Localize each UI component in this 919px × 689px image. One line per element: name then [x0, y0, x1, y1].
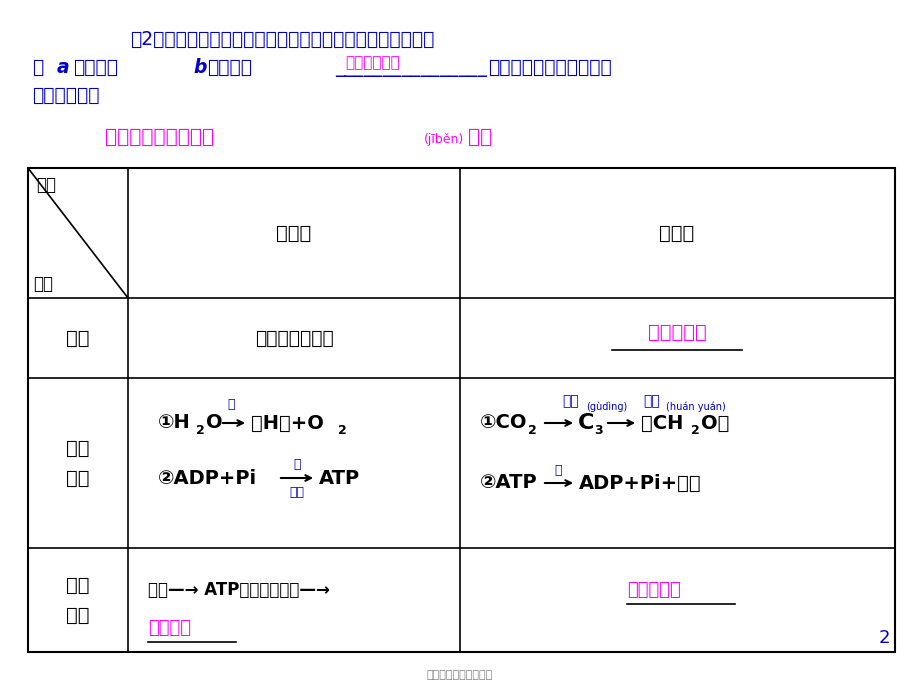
Text: 光酶: 光酶	[289, 486, 303, 500]
Text: (huán yuán): (huán yuán)	[665, 402, 725, 412]
Text: 能量: 能量	[66, 575, 90, 595]
Text: 吸收蓝紫光。: 吸收蓝紫光。	[32, 86, 99, 105]
Text: 酶: 酶	[553, 464, 561, 477]
Text: 固定: 固定	[562, 394, 578, 408]
Text: 2: 2	[528, 424, 536, 437]
Text: ________________: ________________	[335, 58, 486, 77]
Text: 暗反应: 暗反应	[659, 223, 694, 243]
Text: 光: 光	[227, 398, 234, 411]
Text: 变化: 变化	[66, 606, 90, 624]
Text: ，胡萝卜素和叶黄素主要: ，胡萝卜素和叶黄素主要	[487, 58, 611, 77]
Text: 酶: 酶	[293, 458, 301, 471]
Text: ①H: ①H	[158, 413, 190, 433]
Text: 红光和蓝紫光: 红光和蓝紫光	[345, 55, 400, 70]
Text: (jīběn): (jīběn)	[424, 133, 464, 146]
Text: a: a	[57, 58, 70, 77]
Text: 2: 2	[196, 424, 205, 437]
Text: 变化: 变化	[66, 469, 90, 488]
Text: ADP+Pi+能量: ADP+Pi+能量	[578, 473, 701, 493]
Text: ①CO: ①CO	[480, 413, 527, 433]
Text: 主要吸收: 主要吸收	[207, 58, 252, 77]
Text: 二、光合作用的基本: 二、光合作用的基本	[105, 128, 214, 147]
Text: 和叶绿素: 和叶绿素	[73, 58, 118, 77]
Text: (gùdìng): (gùdìng)	[585, 402, 627, 412]
Text: 第二页，共六十六页。: 第二页，共六十六页。	[426, 670, 493, 680]
Text: 光能—→ ATP中活跃化学能—→: 光能—→ ATP中活跃化学能—→	[148, 581, 330, 599]
Text: 2: 2	[337, 424, 346, 437]
Text: （2）叶绿体色素的功能是吸收、传递和转换光能，其中叶绿: （2）叶绿体色素的功能是吸收、传递和转换光能，其中叶绿	[130, 30, 434, 49]
Text: 还原: 还原	[642, 394, 659, 408]
Text: 2: 2	[878, 629, 889, 647]
Text: 过程: 过程	[36, 176, 56, 194]
Text: （CH: （CH	[641, 413, 683, 433]
Text: O）: O）	[700, 413, 729, 433]
Text: ②ADP+Pi: ②ADP+Pi	[158, 469, 256, 488]
Text: 过程: 过程	[468, 128, 492, 147]
Text: ATP: ATP	[319, 469, 359, 488]
Text: 光反应: 光反应	[276, 223, 312, 243]
Text: 有机物中稳: 有机物中稳	[627, 581, 680, 599]
Text: C: C	[577, 413, 594, 433]
Text: ②ATP: ②ATP	[480, 473, 537, 493]
Text: 2: 2	[690, 424, 699, 437]
Text: 定化学能: 定化学能	[148, 619, 191, 637]
Text: O: O	[206, 413, 222, 433]
Text: 叶绿体基质: 叶绿体基质	[647, 322, 706, 342]
Text: 项目: 项目	[33, 275, 53, 293]
Bar	[28, 168, 894, 652]
Text: 场所: 场所	[66, 329, 90, 347]
Text: ［H］+O: ［H］+O	[251, 413, 323, 433]
Text: 物质: 物质	[66, 438, 90, 457]
Text: 类囊体的薄膜上: 类囊体的薄膜上	[255, 329, 333, 347]
Text: b: b	[193, 58, 206, 77]
Text: 素: 素	[32, 58, 43, 77]
Text: 3: 3	[594, 424, 602, 437]
